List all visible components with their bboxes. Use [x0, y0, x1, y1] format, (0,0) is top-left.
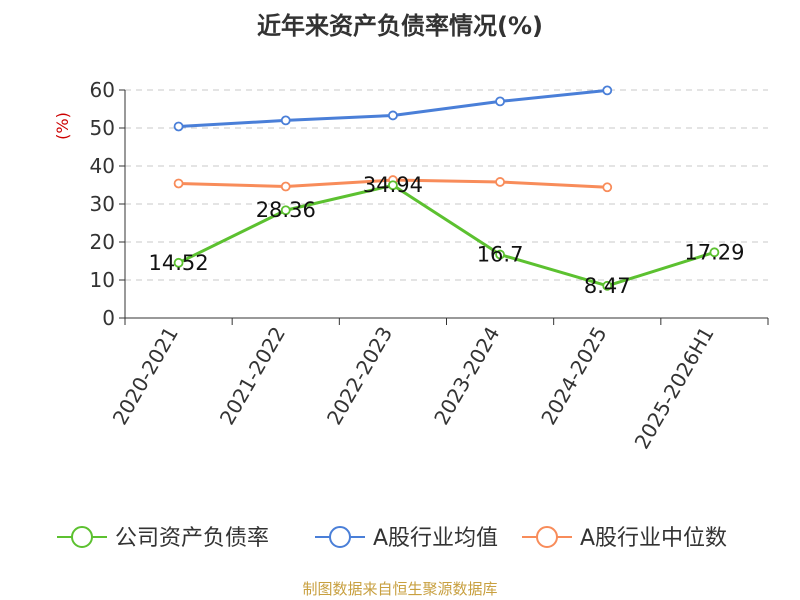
data-point [709, 247, 720, 258]
data-label: 34.94 [363, 173, 423, 197]
x-tick-label: 2025-2026H1 [630, 323, 719, 453]
series-line [178, 88, 608, 128]
data-point [173, 121, 184, 132]
data-point [388, 180, 398, 191]
series-layer [173, 85, 720, 291]
legend-label: A股行业均值 [373, 526, 498, 551]
y-axis-unit-label: (%) [53, 112, 72, 140]
y-tick-label: 50 [90, 116, 115, 140]
data-point [280, 181, 291, 192]
y-tick-label: 60 [90, 78, 115, 102]
data-point [173, 257, 184, 268]
y-tick-label: 20 [90, 230, 115, 254]
legend-swatch-marker [329, 526, 351, 548]
data-label: 14.52 [149, 251, 209, 275]
source-note: 制图数据来自恒生聚源数据库 [302, 580, 498, 598]
data-point [602, 280, 613, 291]
y-tick-label: 30 [90, 192, 115, 216]
label-layer: 14.52 28.36 34.94 16.7 8.47 17.29 [149, 173, 745, 298]
legend-item: A股行业均值 [315, 526, 498, 551]
legend-swatch-marker [536, 526, 558, 548]
data-point [495, 249, 505, 260]
data-label: 17.29 [684, 240, 744, 264]
chart-title: 近年来资产负债率情况(%) [257, 12, 543, 40]
y-tick-label: 10 [90, 268, 115, 292]
legend: 公司资产负债率 A股行业均值 A股行业中位数 [57, 526, 727, 551]
grid-layer [125, 89, 768, 281]
data-point [388, 110, 398, 121]
legend-item: A股行业中位数 [522, 526, 727, 551]
y-tick-label: 0 [102, 306, 115, 330]
data-point [602, 85, 613, 96]
x-tick-label: 2023-2024 [429, 323, 504, 429]
x-tick-label: 2021-2022 [215, 323, 290, 429]
data-point [495, 96, 505, 107]
legend-label: 公司资产负债率 [115, 526, 269, 551]
x-tick-label: 2022-2023 [322, 323, 397, 429]
series-line [177, 183, 715, 288]
data-label: 8.47 [584, 274, 631, 298]
legend-item: 公司资产负债率 [57, 526, 269, 551]
data-point [173, 178, 184, 189]
data-point [280, 205, 291, 216]
data-label: 16.7 [477, 243, 524, 267]
data-point [602, 182, 613, 193]
x-tick-label: 2020-2021 [108, 323, 183, 429]
legend-label: A股行业中位数 [580, 526, 727, 551]
x-tick-label: 2024-2025 [536, 323, 611, 429]
data-point [495, 177, 505, 187]
y-tick-label: 40 [90, 154, 115, 178]
data-label: 28.36 [256, 198, 316, 222]
legend-swatch-marker [71, 526, 93, 548]
data-point [280, 115, 291, 126]
